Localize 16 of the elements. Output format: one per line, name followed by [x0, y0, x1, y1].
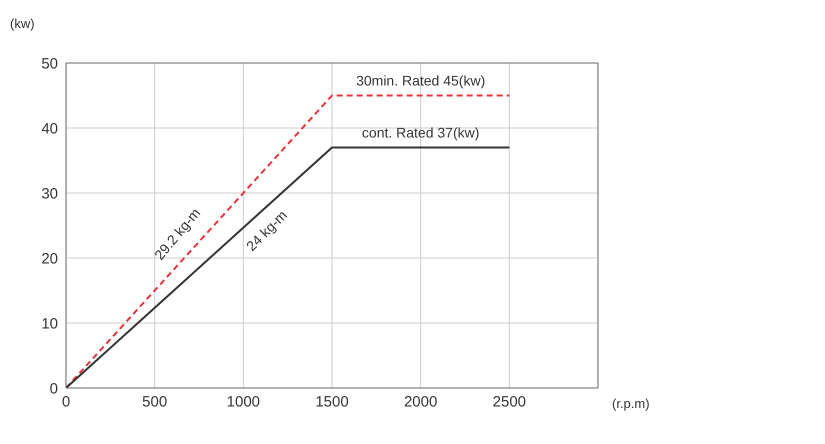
y-tick-label: 10: [41, 315, 58, 332]
x-tick-label: 500: [142, 394, 168, 411]
annotation: cont. Rated 37(kw): [362, 124, 480, 140]
x-tick-label: 1500: [315, 394, 349, 411]
x-tick-label: 1000: [226, 394, 260, 411]
x-tick-label: 2500: [492, 394, 526, 411]
x-tick-label: 2000: [404, 394, 438, 411]
y-tick-label: 20: [41, 250, 58, 268]
y-tick-label: 40: [41, 120, 58, 138]
annotation: 30min. Rated 45(kw): [356, 72, 486, 88]
x-axis-title: (r.p.m): [612, 396, 650, 411]
y-tick-label: 50: [41, 55, 58, 72]
y-axis-title: (kw): [10, 16, 35, 31]
y-tick-label: 0: [50, 380, 58, 398]
x-tick-label: 0: [62, 394, 70, 411]
y-tick-label: 30: [41, 185, 58, 202]
